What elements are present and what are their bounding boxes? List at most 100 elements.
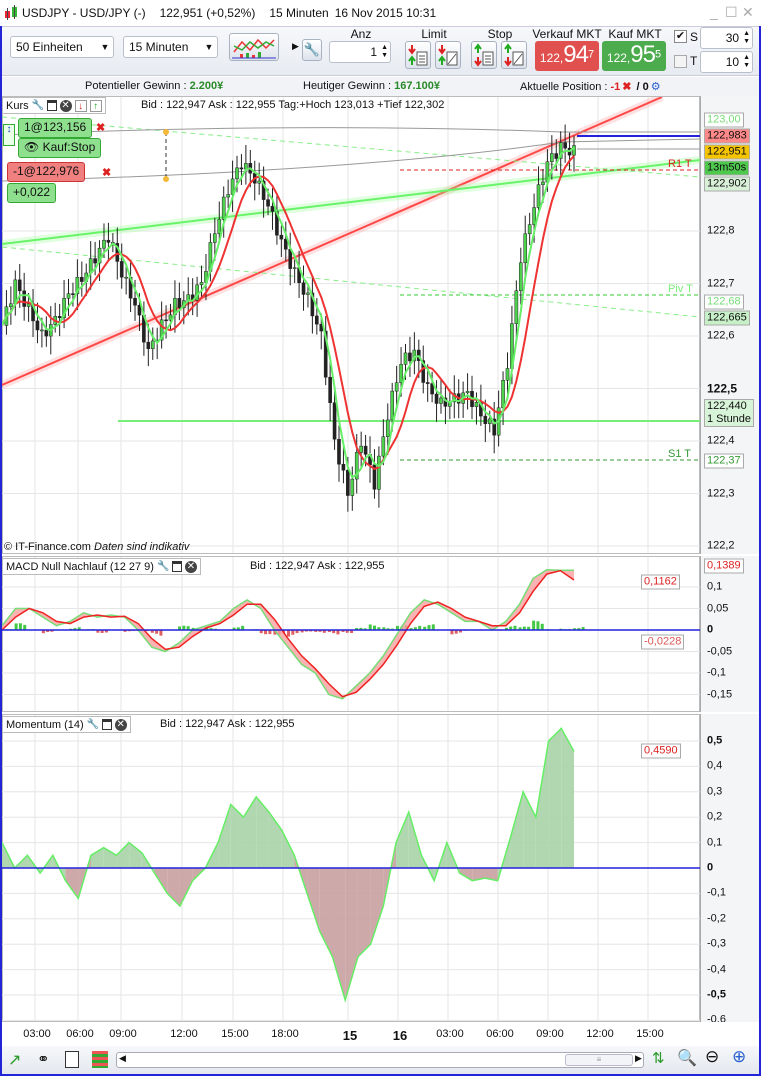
close-position-icon[interactable]: ✖ [622,81,632,93]
sell-position-tag[interactable]: -1@122,976 [7,162,86,182]
zoom-in-icon[interactable]: ⊕ [732,1047,747,1066]
s-stepper[interactable]: 30 ▲ ▼ [700,27,753,49]
candle [235,167,239,180]
potential-profit-value: 2.200¥ [189,80,224,92]
units-select[interactable]: 50 Einheiten ▼ [10,36,114,58]
wrench-icon[interactable]: 🔧 [86,718,100,730]
macd-histogram-bar [77,627,81,630]
report-icon[interactable] [65,1051,79,1068]
candle [523,233,528,264]
link-icon[interactable]: ⚭ [37,1051,50,1068]
candle [44,329,49,337]
macd-axis-tick: 0,1 [707,580,723,593]
momentum-area-segment [535,741,549,868]
expand-arrow-icon[interactable]: ▶ [292,41,299,51]
candle [62,298,66,319]
histogram-value-box: -0,0228 [641,634,685,650]
momentum-area-segment [561,728,574,868]
stop-order-edit-button[interactable] [501,41,527,69]
limit-order-list-button[interactable] [405,41,431,69]
quantity-stepper[interactable]: 1 ▲ ▼ [329,41,391,63]
macd-panel[interactable] [2,556,700,712]
momentum-axis-tick: 0,5 [707,734,723,747]
candle [394,382,399,392]
price-chart-panel[interactable] [2,96,700,554]
gear-icon[interactable]: ⚙ [650,81,661,93]
close-panel-icon[interactable]: ✕ [114,718,127,731]
stepper-arrows-icon[interactable]: ▲ ▼ [381,44,388,59]
window-icon[interactable] [46,100,57,111]
momentum-axis-tick: 0,1 [707,836,723,849]
hourly-line-label: 1 Stunde [707,413,752,425]
macd-histogram-bar [50,630,54,632]
candle [505,368,510,381]
r1-price-box: 122,902 [704,176,750,192]
time-axis[interactable]: 03:00 06:00 09:00 12:00 15:00 18:00 15 16 03:00 0… [2,1022,759,1046]
minimize-button[interactable]: _ [710,4,718,20]
candle [159,319,164,341]
limit-order-edit-button[interactable] [435,41,461,69]
horizontal-scrollbar[interactable]: ◀ ≡ ▶ [116,1052,644,1068]
s-checkbox[interactable]: ✔ [674,30,687,43]
scrollbar-thumb[interactable]: ≡ [565,1054,633,1066]
candle [17,279,22,292]
momentum-axis[interactable]: 0,5 0,4 0,3 0,2 0,1 0 -0,1 -0,2 -0,3 -0,4 -0,5 -0,6… [641,714,759,1026]
candle [492,418,496,436]
close-panel-icon[interactable]: ✕ [59,99,72,112]
scroll-left-icon[interactable]: ◀ [119,1053,126,1063]
wrench-icon[interactable]: 🔧 [156,560,170,572]
time-axis-tick: 06:00 [66,1028,94,1040]
price-chart[interactable]: R1 T Piv T S1 T [2,97,700,553]
candle [430,383,434,395]
macd-histogram-bar [322,630,326,633]
time-axis-tick: 06:00 [486,1028,514,1040]
stepper-arrows-icon[interactable]: ▲ ▼ [743,54,750,69]
cancel-order-icon[interactable]: ✖ [96,122,106,134]
close-panel-icon[interactable]: ✕ [184,560,197,573]
interval-select[interactable]: 15 Minuten ▼ [123,36,218,58]
zoom-out-icon[interactable]: ⊖ [705,1047,720,1066]
wrench-icon[interactable]: 🔧 [31,99,45,111]
order-book-icon[interactable] [92,1051,108,1068]
macd-chart[interactable] [2,557,700,711]
close-position-icon[interactable]: ✖ [102,167,112,179]
time-axis-tick: 15 [342,1028,358,1043]
autoscale-icon[interactable]: ⇅ [652,1050,665,1067]
trading-toolbar: 50 Einheiten ▼ 15 Minuten ▼ ▶ 🔧 Anz 1 ▲ ▼ Li… [2,26,759,76]
potential-profit: Potentieller Gewinn : 2.200¥ [85,80,223,92]
buy-stop-order-type[interactable]: 👁 Kauf:Stop [18,138,102,158]
candle [80,277,84,282]
macd-axis-tick: -0,05 [707,645,733,657]
price-axis-tick: 122,4 [707,434,735,447]
t-checkbox[interactable] [674,55,687,68]
zoom-fit-icon[interactable]: 🔍 [677,1050,697,1067]
scroll-right-icon[interactable]: ▶ [635,1053,642,1063]
price-axis[interactable]: 122,8 122,7 122,6 122,5 122,4 122,3 122,2 123,0… [700,96,759,554]
buy-market-button[interactable]: 122,955 [602,41,666,71]
momentum-axis-tick: -0,5 [707,988,726,1001]
macd-histogram-bar [314,630,318,632]
drag-order-handle-icon[interactable]: ↕ [3,124,15,146]
candle [199,282,204,286]
candle [22,290,26,307]
sell-arrow-icon[interactable]: ↓ [74,99,87,112]
sell-market-button[interactable]: 122,947 [535,41,599,71]
close-button[interactable]: ✕ [742,4,754,20]
wrench-settings-button[interactable]: 🔧 [302,39,322,61]
export-chart-icon[interactable]: ↗ [8,1052,22,1069]
window-icon[interactable] [101,719,112,730]
window-icon[interactable] [171,561,182,572]
maximize-button[interactable]: ☐ [725,4,738,20]
t-stepper[interactable]: 10 ▲ ▼ [700,51,753,73]
macd-axis[interactable]: 0,1 0,05 0 -0,05 -0,1 -0,15 0,1389 0,1162 -0,022… [641,556,759,712]
buy-arrow-icon[interactable]: ↑ [89,99,102,112]
macd-histogram-bar [450,630,454,635]
copyright-text: © IT-Finance.com [4,541,91,553]
t-label: T [690,54,698,68]
stop-order-list-button[interactable] [471,41,497,69]
buy-stop-order-tag[interactable]: 1@123,156 [18,118,93,138]
momentum-chart[interactable] [2,715,700,1021]
pivot-label: Piv T [668,283,693,295]
stepper-arrows-icon[interactable]: ▲ ▼ [743,30,750,45]
chart-indicators-button[interactable] [229,33,279,61]
